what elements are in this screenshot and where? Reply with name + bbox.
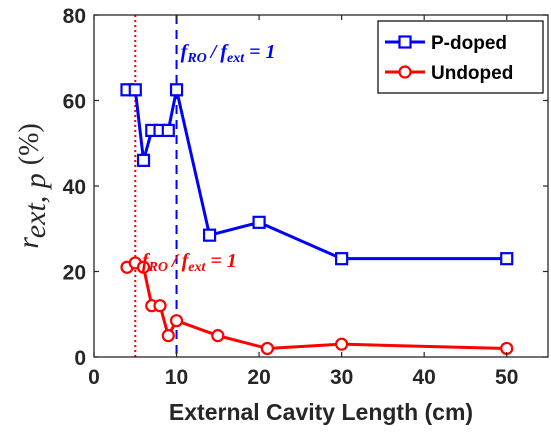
anno-red-s1: RO	[148, 260, 168, 275]
reference-lines	[134, 15, 178, 357]
data-point-undoped	[260, 341, 274, 356]
y-axis-symbol: r	[12, 237, 45, 249]
x-tick-label: 0	[88, 366, 100, 389]
series-layer	[120, 83, 514, 356]
data-point-undoped	[153, 299, 167, 313]
anno-blue-f1: f	[181, 41, 190, 63]
legend-label: Undoped	[431, 63, 513, 84]
x-axis-title: External Cavity Length (cm)	[169, 399, 473, 425]
data-point-undoped	[211, 329, 225, 343]
y-tick-label: 60	[63, 91, 86, 114]
data-point-p-doped	[500, 252, 514, 266]
data-point-undoped	[136, 260, 151, 274]
data-point-p-doped	[252, 215, 266, 229]
series-undoped	[120, 256, 514, 356]
data-point-p-doped	[161, 123, 175, 138]
anno-red-slash: /	[170, 250, 180, 272]
legend-box	[377, 20, 544, 94]
anno-blue-s2: ext	[227, 51, 245, 66]
data-point-p-doped	[335, 252, 349, 266]
anno-red-eq: = 1	[210, 250, 236, 272]
y-tick-label: 40	[63, 176, 86, 199]
data-point-undoped	[335, 337, 349, 351]
y-axis-unit: (%)	[14, 123, 45, 165]
anno-blue-eq: = 1	[249, 41, 275, 63]
y-axis-subscript: ext, p	[19, 173, 52, 238]
y-tick-label: 20	[63, 262, 86, 285]
legend-item-undoped: Undoped	[385, 63, 513, 84]
annotation-red-ratio: fRO / fext = 1	[142, 250, 237, 275]
y-tick-label: 0	[74, 347, 86, 370]
series-line-undoped	[126, 261, 507, 350]
legend: P-doped Undoped	[377, 20, 544, 94]
annotation-blue-ratio: fRO / fext = 1	[181, 41, 276, 66]
legend-item-p-doped: P-doped	[385, 33, 507, 54]
anno-red-s2: ext	[188, 260, 206, 275]
y-tick-label: 80	[63, 5, 86, 28]
x-tick-label: 20	[247, 366, 270, 389]
legend-swatch-marker	[398, 35, 412, 49]
anno-red-f1: f	[142, 250, 151, 272]
legend-label: P-doped	[431, 33, 507, 54]
x-tick-label: 50	[495, 366, 518, 389]
data-point-p-doped	[202, 228, 217, 242]
legend-swatch-marker	[398, 65, 412, 79]
x-tick-label: 10	[165, 366, 188, 389]
series-p-doped	[120, 83, 514, 266]
data-point-p-doped	[136, 153, 151, 167]
x-tick-label: 30	[330, 366, 353, 389]
ticks: 0 10 20 30 40 50 0 20 40 60 80	[63, 5, 548, 389]
anno-blue-s1: RO	[186, 51, 206, 66]
series-line-p-doped	[127, 88, 507, 261]
y-axis-title: rext, p (%)	[12, 123, 52, 249]
data-point-undoped	[169, 314, 184, 328]
anno-blue-slash: /	[209, 41, 219, 63]
data-point-undoped	[161, 329, 175, 343]
anno-blue-f2: f	[220, 41, 229, 63]
data-point-p-doped	[169, 83, 184, 97]
data-point-p-doped	[128, 83, 142, 97]
anno-red-f2: f	[182, 250, 191, 272]
x-tick-label: 40	[413, 366, 436, 389]
